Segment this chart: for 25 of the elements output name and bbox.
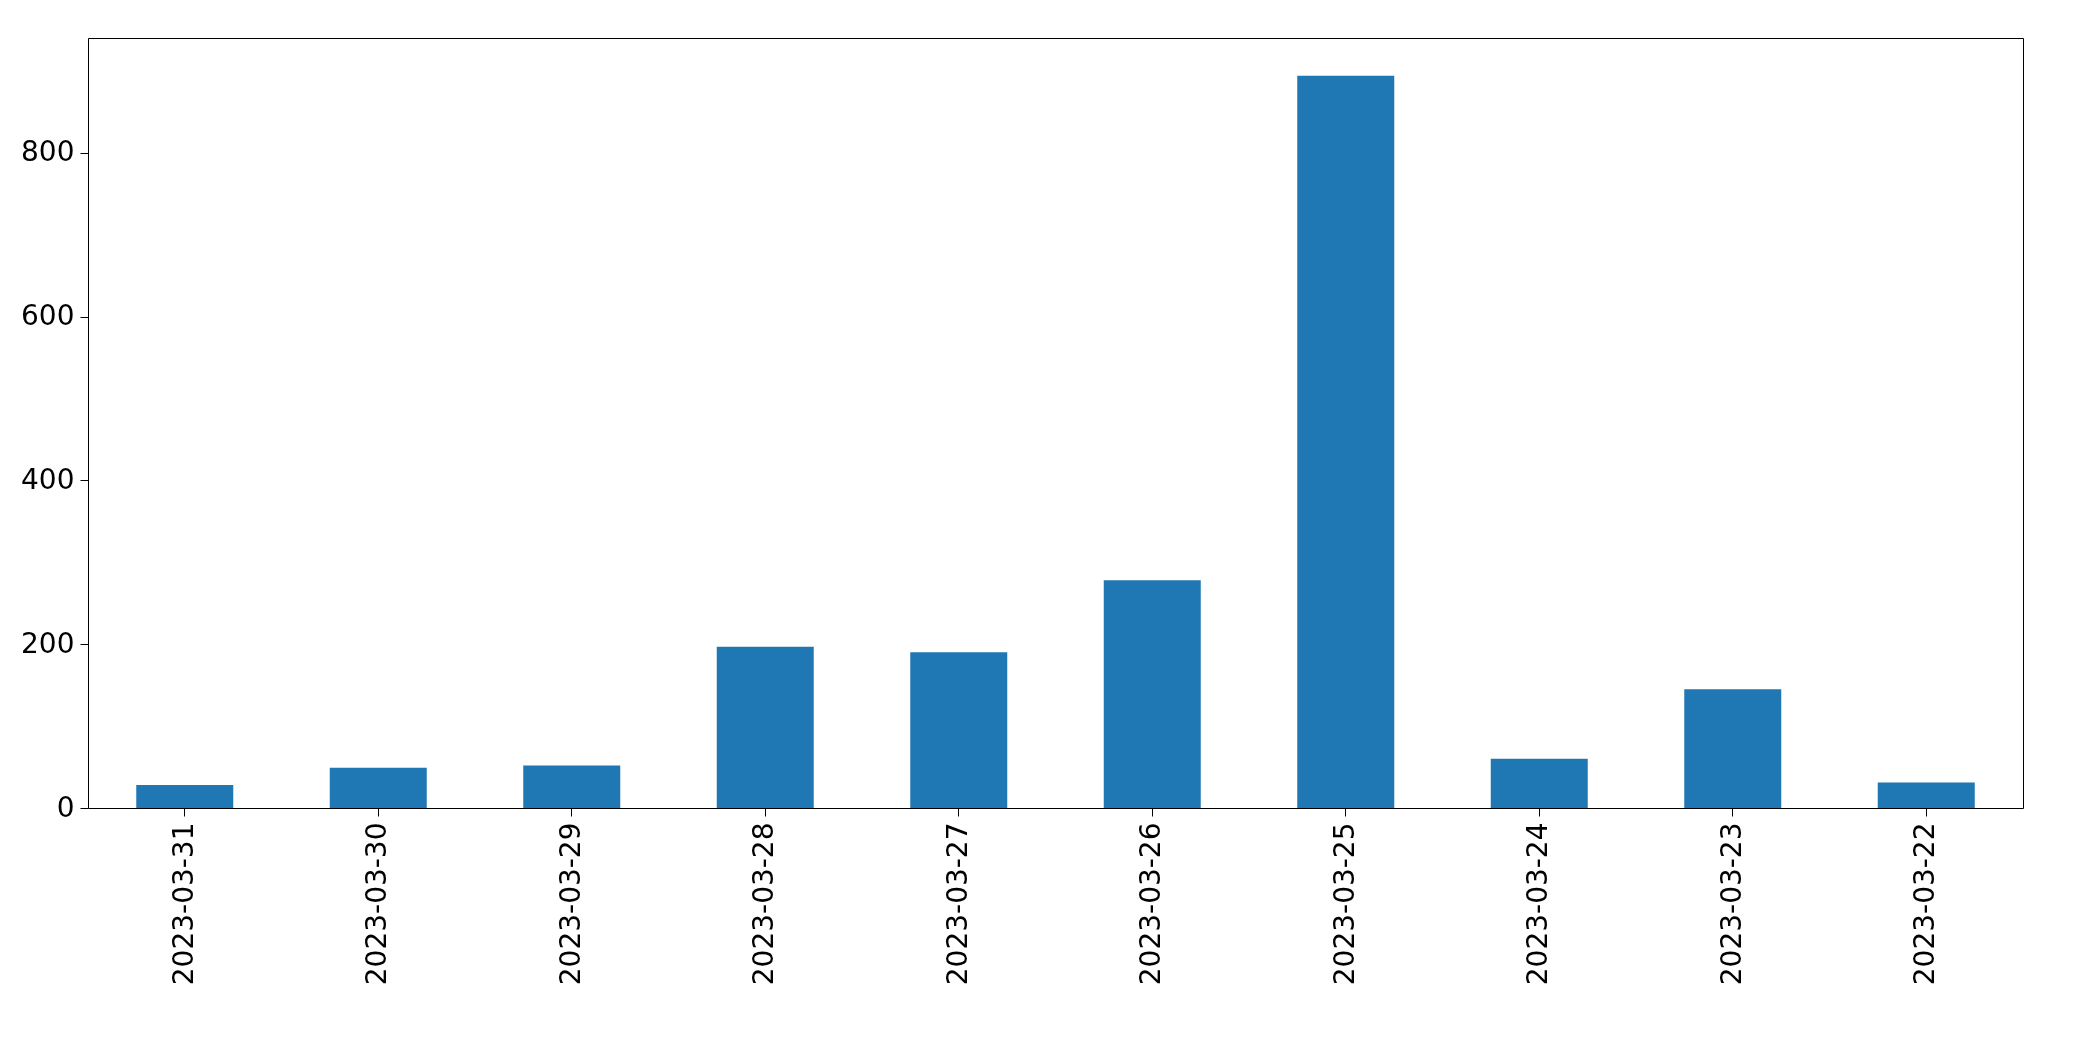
x-tick-label: 2023-03-27: [940, 822, 974, 986]
x-tick-label: 2023-03-24: [1521, 822, 1555, 986]
bar: [1490, 758, 1588, 808]
x-tick-label: 2023-03-28: [747, 822, 781, 986]
y-tick-label: 0: [56, 790, 75, 824]
x-tick-label: 2023-03-30: [360, 822, 394, 986]
y-tick-label: 600: [21, 299, 75, 333]
bar: [1103, 580, 1201, 808]
bar: [136, 785, 234, 808]
bar: [1877, 782, 1975, 808]
bar: [716, 646, 814, 808]
y-tick-label: 800: [21, 135, 75, 169]
bar: [523, 765, 621, 808]
bar: [1297, 75, 1395, 808]
bar: [910, 652, 1008, 808]
x-tick-label: 2023-03-26: [1134, 822, 1168, 986]
x-tick-label: 2023-03-29: [553, 822, 587, 986]
y-tick-label: 200: [21, 626, 75, 660]
x-tick-label: 2023-03-22: [1908, 822, 1942, 986]
bar: [1684, 689, 1782, 808]
x-tick-label: 2023-03-31: [166, 822, 200, 986]
bar: [329, 767, 427, 808]
x-tick-label: 2023-03-25: [1327, 822, 1361, 986]
x-tick-label: 2023-03-23: [1714, 822, 1748, 986]
y-tick-label: 400: [21, 462, 75, 496]
